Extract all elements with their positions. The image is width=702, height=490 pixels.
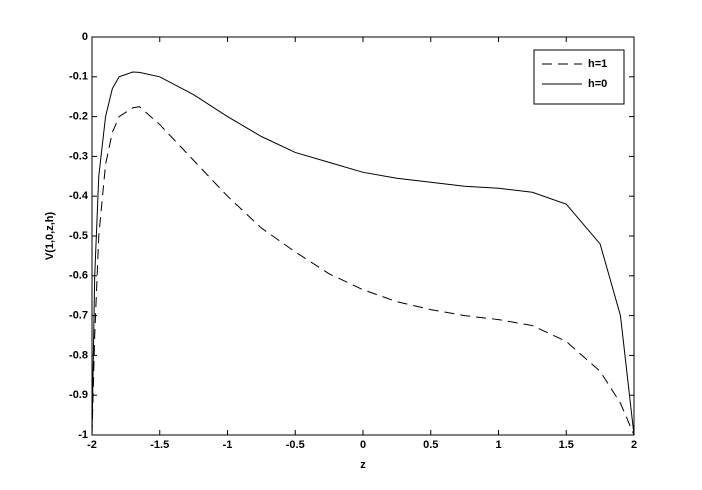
y-tick-label: -0.7 — [69, 310, 88, 322]
x-tick-label: -2 — [87, 439, 97, 451]
y-tick-label: -0.6 — [69, 270, 88, 282]
y-axis-label: V(1,0,z,h) — [44, 212, 56, 261]
y-tick-label: 0 — [82, 31, 88, 43]
x-tick-label: -1 — [223, 439, 233, 451]
x-axis-label: z — [360, 459, 366, 471]
y-tick-label: -0.3 — [69, 150, 88, 162]
y-tick-label: -0.5 — [69, 230, 88, 242]
x-tick-label: 0.5 — [423, 439, 438, 451]
legend-box — [533, 49, 625, 105]
x-tick-label: 1 — [495, 439, 501, 451]
y-tick-label: -0.2 — [69, 111, 88, 123]
line-series — [91, 71, 635, 436]
x-tick-label: 2 — [631, 439, 637, 451]
legend-label: h=1 — [588, 58, 607, 70]
y-tick-label: -0.4 — [69, 190, 89, 202]
y-tick-label: -1 — [78, 429, 88, 441]
y-tick-label: -0.8 — [69, 349, 88, 361]
legend-label: h=0 — [588, 78, 607, 90]
line-series — [91, 106, 635, 436]
y-tick-label: -0.9 — [69, 389, 88, 401]
x-tick-label: 0 — [360, 439, 366, 451]
x-tick-label: -1.5 — [150, 439, 169, 451]
x-tick-label: -0.5 — [286, 439, 305, 451]
x-tick-label: 1.5 — [559, 439, 574, 451]
y-tick-label: -0.1 — [69, 71, 88, 83]
